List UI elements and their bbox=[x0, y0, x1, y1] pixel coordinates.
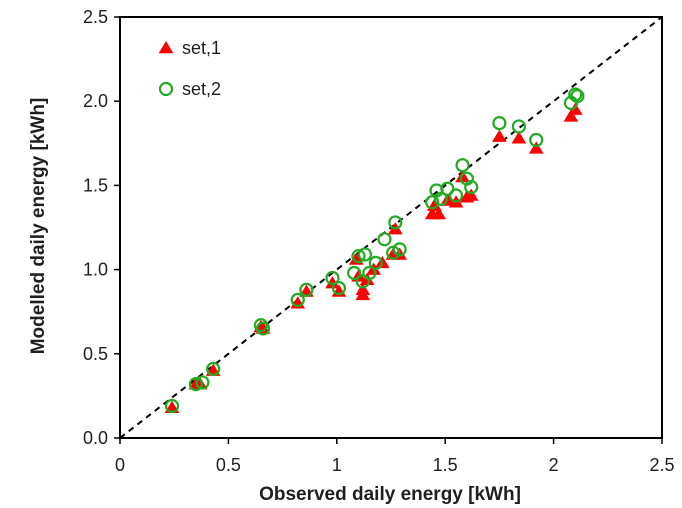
point-circle bbox=[464, 179, 479, 195]
point-triangle bbox=[567, 102, 583, 115]
point-triangle bbox=[463, 188, 479, 201]
point-triangle bbox=[355, 287, 371, 301]
point-circle bbox=[455, 158, 470, 173]
y-tick-label: 1.0 bbox=[83, 260, 108, 280]
legend: set,1 set,2 bbox=[158, 38, 221, 99]
point-circle bbox=[299, 282, 314, 297]
point-circle bbox=[255, 321, 271, 336]
plot-area bbox=[119, 16, 663, 439]
legend-label: set,2 bbox=[182, 79, 221, 99]
point-circle bbox=[206, 361, 221, 377]
point-circle bbox=[188, 377, 203, 392]
legend-label: set,1 bbox=[182, 38, 221, 58]
point-circle bbox=[377, 232, 392, 247]
y-tick-label: 0.5 bbox=[83, 344, 108, 364]
point-circle bbox=[570, 89, 585, 104]
ticks-layer: 0 0.5 1 1.5 2 2.5 0.0 0.5 1.0 1.5 2.0 2.5 bbox=[83, 7, 675, 475]
x-tick-label: 1 bbox=[332, 455, 342, 475]
point-triangle bbox=[511, 131, 527, 144]
x-tick-label: 0.5 bbox=[216, 455, 241, 475]
x-tick-label: 2.5 bbox=[649, 455, 674, 475]
point-triangle bbox=[528, 141, 544, 154]
point-circle bbox=[492, 115, 507, 131]
legend-marker-set1 bbox=[158, 41, 174, 54]
series-2 bbox=[164, 87, 585, 414]
y-tick-label: 0.0 bbox=[83, 428, 108, 448]
point-circle bbox=[195, 375, 210, 390]
x-tick-label: 2 bbox=[549, 455, 559, 475]
point-circle bbox=[425, 195, 440, 210]
y-tick-label: 2.5 bbox=[83, 7, 108, 27]
point-circle bbox=[368, 255, 383, 270]
point-circle bbox=[388, 215, 403, 230]
point-circle bbox=[362, 265, 377, 281]
x-tick-label: 0 bbox=[115, 455, 125, 475]
x-tick-label: 1.5 bbox=[433, 455, 458, 475]
point-circle bbox=[357, 247, 373, 262]
plot-frame bbox=[119, 16, 663, 439]
points-layer bbox=[164, 87, 585, 414]
point-circle bbox=[529, 132, 544, 148]
point-circle bbox=[164, 398, 180, 414]
point-circle bbox=[392, 242, 407, 257]
point-circle bbox=[325, 270, 340, 286]
point-circle bbox=[440, 181, 455, 196]
point-circle bbox=[433, 191, 448, 206]
legend-marker-set2 bbox=[158, 81, 174, 97]
point-circle bbox=[290, 292, 305, 308]
y-axis-title: Modelled daily energy [kWh] bbox=[28, 98, 49, 355]
point-circle bbox=[568, 87, 583, 102]
point-circle bbox=[331, 281, 347, 296]
y-tick-label: 1.5 bbox=[83, 175, 108, 195]
point-circle bbox=[351, 249, 366, 264]
x-axis-title: Observed daily energy [kWh] bbox=[259, 484, 521, 505]
point-triangle bbox=[492, 129, 507, 142]
y-tick-label: 2.0 bbox=[83, 91, 108, 111]
point-triangle bbox=[431, 207, 447, 220]
point-circle bbox=[347, 265, 362, 281]
point-triangle bbox=[325, 276, 340, 289]
point-triangle bbox=[563, 109, 579, 122]
point-circle bbox=[511, 119, 527, 134]
point-circle bbox=[448, 188, 464, 203]
